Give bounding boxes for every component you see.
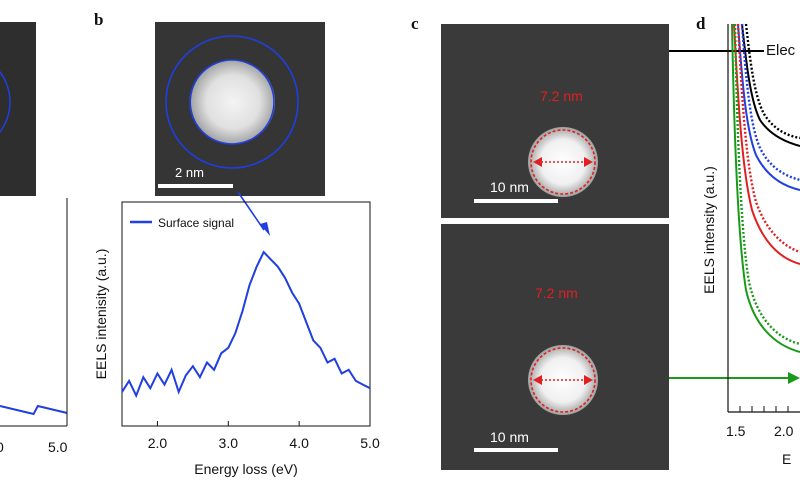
size-label-top: 7.2 nm: [540, 88, 583, 104]
panel-c-bottom-image: 7.2 nm 10 nm: [441, 224, 669, 470]
panel-b-letter: b: [94, 10, 104, 29]
inner-integration-circle: [189, 59, 275, 145]
legend-label: Surface signal: [158, 216, 234, 230]
panel-b-x-tick-label: 4.0: [289, 435, 309, 451]
panel-a-tick-0: 0: [0, 439, 4, 455]
panel-d-tick-1-5: 1.5: [726, 423, 746, 439]
diameter-arrow-right-top: [584, 157, 593, 167]
red-spectrum-solid: [733, 23, 800, 265]
panel-d-ticks: [739, 406, 789, 412]
green-spectrum-dotted: [733, 23, 800, 346]
panel-b-y-axis-label: EELS intenisity (a.u.): [96, 249, 109, 380]
blue-spectrum-dotted: [740, 23, 800, 182]
panel-c-letter: c: [411, 14, 419, 33]
panel-d-x-label-fragment: E: [782, 451, 791, 467]
panel-b-spectrum: Surface signal 2.0 3.0 4.0 5.0 EELS intenis…: [96, 201, 380, 477]
black-spectrum-dotted: [744, 23, 800, 140]
panel-a-tick-5: 5.0: [48, 439, 68, 455]
panel-a-image: [0, 22, 36, 196]
panel-c-top-image: 7.2 nm 10 nm: [441, 24, 669, 218]
panel-d-annotation: Elec: [766, 42, 796, 59]
red-spectrum-dotted: [736, 23, 800, 254]
connector-arrowhead: [260, 222, 270, 236]
panel-d-plot: Elec EELS intensity (a.u.) 1.5 2.0 E: [701, 23, 800, 467]
outer-integration-circle: [165, 35, 299, 169]
annotation-bg: [764, 38, 800, 60]
panel-a-plot: 0 5.0: [0, 198, 68, 455]
panel-b-frame: [121, 201, 371, 427]
panel-c-top-overlay: 7.2 nm 10 nm: [474, 88, 596, 203]
panel-b-overlay: 2 nm: [158, 35, 299, 188]
scale-bar-label: 2 nm: [175, 165, 204, 180]
panel-b-x-axis-label: Energy loss (eV): [194, 461, 297, 477]
panel-a-circle-overlay: [0, 70, 11, 134]
size-circle-bottom: [530, 347, 596, 413]
panel-b-x-tick-label: 3.0: [219, 435, 239, 451]
panel-d-y-axis-label: EELS intensity (a.u.): [701, 166, 717, 294]
surface-signal-line: [121, 250, 371, 399]
panel-b-connector: [237, 191, 270, 236]
panel-a-series-line: [0, 404, 68, 416]
scale-label-top: 10 nm: [490, 179, 529, 195]
diameter-arrow-right-bottom: [584, 375, 593, 385]
green-connector-arrowhead: [788, 372, 800, 384]
green-spectrum-solid: [731, 23, 800, 353]
panel-c-bottom-overlay: 7.2 nm 10 nm: [474, 285, 596, 452]
panel-b-x-tick-label: 5.0: [360, 435, 380, 451]
scale-label-bottom: 10 nm: [490, 429, 529, 445]
nanoparticle: [191, 60, 275, 144]
diameter-arrow-left-top: [533, 157, 542, 167]
diameter-arrow-left-bottom: [533, 375, 542, 385]
panel-b-haadf-image: 2 nm: [155, 22, 325, 196]
size-circle-top: [530, 129, 596, 195]
panel-b-x-tick-label: 2.0: [148, 435, 168, 451]
panel-d-tick-2-0: 2.0: [774, 423, 794, 439]
panel-d-letter: d: [696, 14, 706, 33]
size-label-bottom: 7.2 nm: [535, 285, 578, 301]
